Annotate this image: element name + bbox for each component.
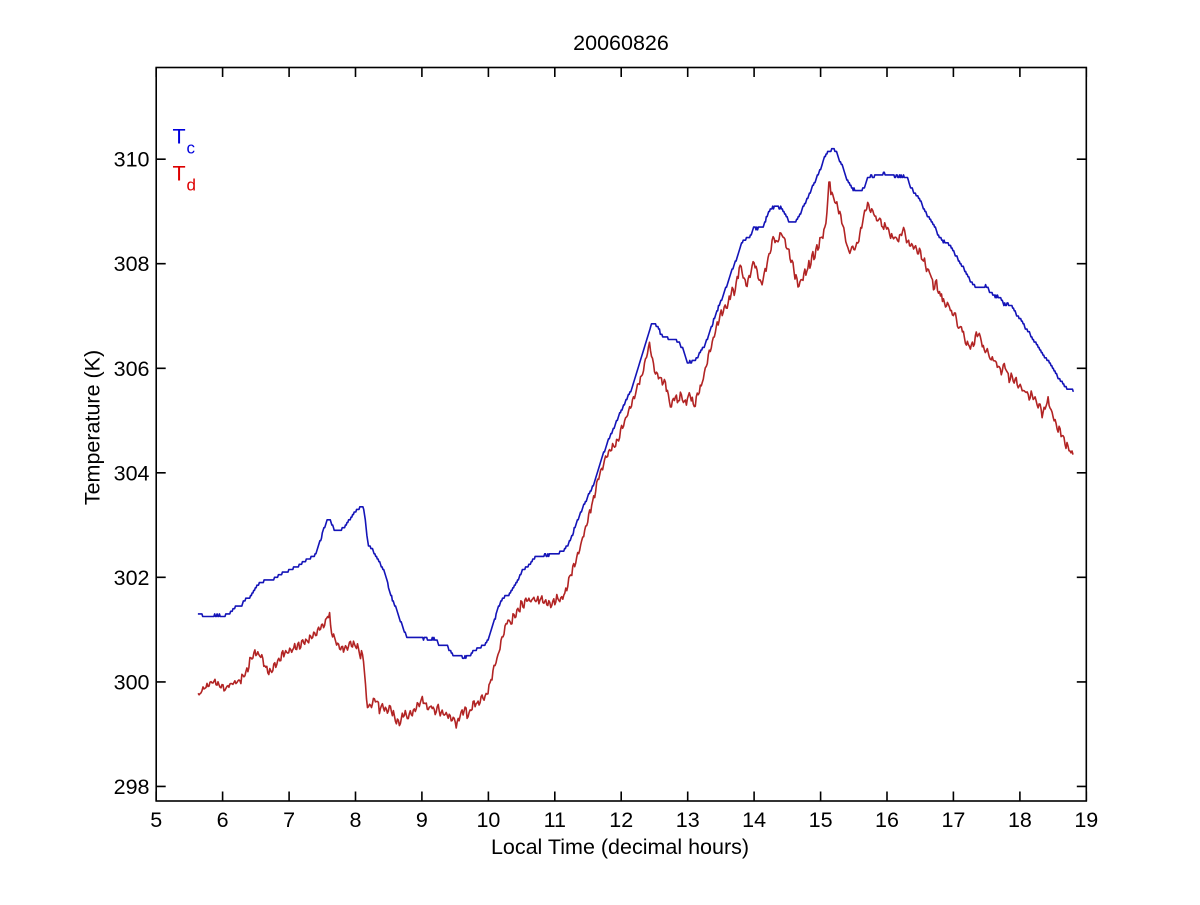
svg-text:Local Time (decimal hours): Local Time (decimal hours) [491,835,749,859]
svg-text:15: 15 [809,808,833,832]
svg-text:T: T [173,161,186,185]
svg-text:9: 9 [416,808,428,832]
svg-text:c: c [187,139,196,158]
svg-text:8: 8 [350,808,362,832]
svg-text:12: 12 [609,808,633,832]
svg-text:13: 13 [676,808,700,832]
svg-text:19: 19 [1074,808,1098,832]
svg-text:6: 6 [217,808,229,832]
svg-text:T: T [173,125,186,149]
svg-text:298: 298 [114,775,150,799]
svg-text:308: 308 [114,252,150,276]
svg-text:300: 300 [114,670,150,694]
svg-text:16: 16 [875,808,899,832]
svg-text:Temperature (K): Temperature (K) [81,350,105,505]
svg-text:20060826: 20060826 [573,31,669,55]
svg-text:18: 18 [1008,808,1032,832]
svg-text:7: 7 [283,808,295,832]
svg-text:304: 304 [114,461,150,485]
svg-text:d: d [187,176,196,195]
svg-text:306: 306 [114,357,150,381]
svg-text:14: 14 [742,808,766,832]
svg-text:10: 10 [476,808,500,832]
svg-text:17: 17 [941,808,965,832]
svg-text:310: 310 [114,148,150,172]
svg-text:302: 302 [114,566,150,590]
svg-text:11: 11 [544,808,566,832]
svg-text:5: 5 [150,808,162,832]
